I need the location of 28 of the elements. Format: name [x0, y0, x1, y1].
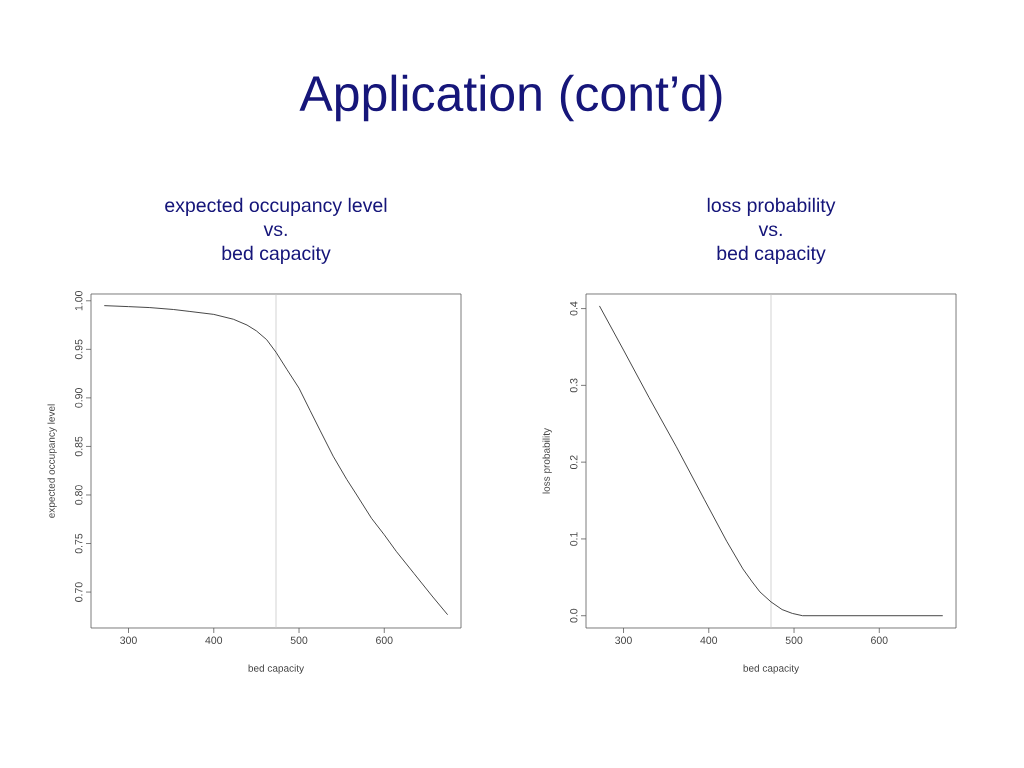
x-tick-label: 500 — [290, 636, 308, 644]
y-tick-label: 0.90 — [75, 388, 83, 408]
y-tick-label: 0.2 — [570, 455, 578, 470]
y-axis-title: expected occupancy level — [47, 404, 57, 518]
x-tick-label: 400 — [700, 636, 718, 644]
x-tick-label: 300 — [120, 636, 137, 644]
x-axis-title: bed capacity — [743, 664, 800, 674]
y-tick-label: 0.3 — [570, 378, 578, 393]
x-axis-title: bed capacity — [248, 664, 305, 674]
text: Application (cont’d) — [299, 74, 722, 122]
y-tick-label: 0.1 — [570, 532, 578, 546]
chart-title: expected occupancy level vs. bed capacity — [165, 197, 387, 264]
y-tick-label: 0.0 — [570, 608, 578, 623]
y-tick-label: 0.85 — [75, 436, 83, 457]
x-tick-label: 600 — [871, 636, 888, 644]
y-tick-label: 0.80 — [75, 485, 83, 505]
x-tick-label: 500 — [785, 636, 803, 644]
x-tick-label: 600 — [376, 636, 393, 644]
y-tick-label: 0.70 — [75, 582, 83, 602]
y-tick-label: 0.75 — [75, 533, 83, 554]
x-tick-label: 300 — [615, 636, 632, 644]
x-tick-label: 400 — [205, 636, 223, 644]
chart-title: loss probability vs. bed capacity — [707, 197, 836, 264]
y-tick-label: 1.00 — [75, 290, 83, 311]
y-tick-label: 0.4 — [570, 301, 578, 316]
line-series — [104, 305, 448, 615]
y-axis-title: loss probability — [542, 427, 552, 494]
y-tick-label: 0.95 — [75, 339, 83, 360]
